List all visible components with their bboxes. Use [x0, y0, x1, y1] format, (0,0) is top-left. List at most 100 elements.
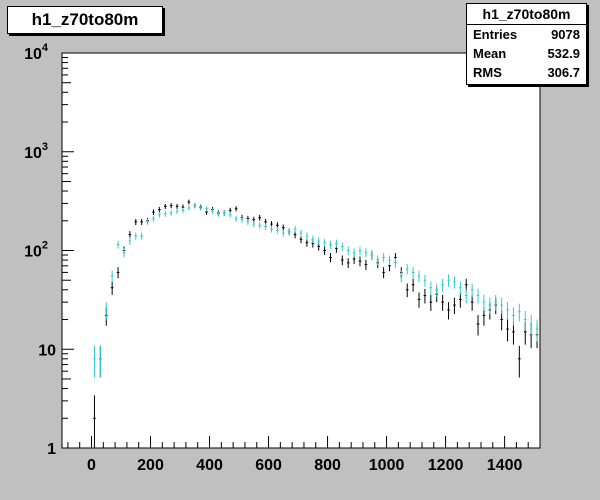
- data-point: [152, 209, 155, 215]
- data-point: [506, 302, 509, 320]
- data-point: [175, 208, 179, 215]
- x-tick-label: 1400: [487, 457, 523, 474]
- data-point: [358, 256, 362, 267]
- x-tick-label: 200: [137, 457, 164, 474]
- data-point: [99, 345, 102, 378]
- stats-box: h1_z70to80m Entries 9078 Mean 532.9 RMS …: [466, 3, 587, 85]
- data-point: [453, 276, 456, 289]
- data-point: [500, 310, 503, 331]
- data-point: [370, 250, 374, 260]
- data-point: [187, 199, 191, 205]
- y-tick-label: 10: [38, 342, 56, 359]
- data-point: [169, 210, 173, 216]
- data-point: [376, 255, 380, 266]
- data-point: [470, 294, 474, 311]
- stats-label: RMS: [473, 65, 502, 80]
- data-point: [293, 225, 297, 233]
- data-point: [346, 246, 350, 256]
- x-tick-label: 600: [255, 457, 282, 474]
- data-point: [488, 297, 492, 315]
- data-point: [299, 235, 303, 244]
- x-tick-label: 400: [196, 457, 223, 474]
- data-point: [388, 255, 391, 266]
- data-point: [447, 302, 450, 320]
- data-point: [417, 292, 421, 308]
- data-point: [128, 237, 132, 245]
- stats-row-rms: RMS 306.7: [467, 63, 586, 82]
- stats-value: 9078: [551, 27, 580, 42]
- data-point: [128, 231, 132, 239]
- data-point: [205, 206, 208, 212]
- y-tick-label: 104: [24, 42, 49, 63]
- stats-row-entries: Entries 9078: [467, 25, 586, 44]
- data-point: [217, 211, 220, 217]
- x-tick-label: 1200: [428, 457, 464, 474]
- data-point: [152, 215, 155, 222]
- data-point: [317, 237, 321, 245]
- data-point: [405, 283, 409, 298]
- data-point: [116, 240, 120, 249]
- data-point: [104, 302, 108, 320]
- data-point: [258, 222, 262, 229]
- data-point: [211, 208, 214, 215]
- x-tick-label: 800: [314, 457, 341, 474]
- data-point: [276, 227, 279, 234]
- data-point: [158, 206, 161, 213]
- data-point: [163, 203, 167, 209]
- data-point: [169, 203, 173, 209]
- data-point: [464, 288, 468, 304]
- data-point: [423, 274, 427, 287]
- data-point: [500, 297, 503, 315]
- y-tick-label: 102: [24, 240, 48, 261]
- data-point: [459, 292, 462, 308]
- data-point: [470, 283, 474, 298]
- data-point: [305, 232, 309, 240]
- y-tick-label: 1: [47, 441, 56, 458]
- data-point: [163, 211, 167, 217]
- data-point: [453, 297, 456, 315]
- data-point: [234, 206, 238, 212]
- x-tick-label: 0: [87, 457, 96, 474]
- data-point: [476, 288, 480, 304]
- plot-frame: [61, 52, 541, 449]
- data-point: [93, 345, 96, 378]
- data-point: [134, 218, 138, 226]
- data-point: [429, 281, 433, 295]
- data-point: [512, 307, 515, 326]
- data-point: [429, 294, 433, 311]
- data-point: [323, 238, 326, 247]
- data-point: [352, 248, 356, 258]
- stats-value: 306.7: [547, 65, 580, 80]
- data-point: [364, 259, 368, 270]
- data-point: [411, 267, 415, 279]
- data-point: [399, 270, 403, 283]
- stats-label: Entries: [473, 27, 518, 42]
- stats-value: 532.9: [547, 46, 580, 61]
- histogram-title: h1_z70to80m: [7, 6, 163, 34]
- stats-title: h1_z70to80m: [467, 4, 586, 25]
- data-point: [93, 395, 96, 448]
- data-point: [234, 215, 238, 222]
- data-point: [512, 322, 515, 345]
- data-point: [340, 255, 344, 266]
- x-tick-label: 1000: [369, 457, 405, 474]
- data-point: [346, 258, 350, 269]
- data-point: [441, 294, 444, 311]
- stats-row-mean: Mean 532.9: [467, 44, 586, 63]
- data-point: [287, 228, 291, 236]
- data-point: [329, 253, 332, 263]
- data-point: [358, 246, 362, 256]
- data-point: [411, 278, 415, 292]
- data-point: [323, 246, 326, 256]
- data-point: [435, 283, 439, 298]
- y-tick-label: 103: [24, 141, 48, 162]
- data-point: [199, 205, 203, 211]
- data-point: [140, 218, 143, 226]
- data-point: [252, 221, 256, 228]
- data-point: [146, 218, 149, 226]
- data-point: [482, 294, 486, 311]
- data-point: [116, 267, 120, 279]
- data-point: [340, 242, 344, 251]
- data-point: [382, 267, 385, 279]
